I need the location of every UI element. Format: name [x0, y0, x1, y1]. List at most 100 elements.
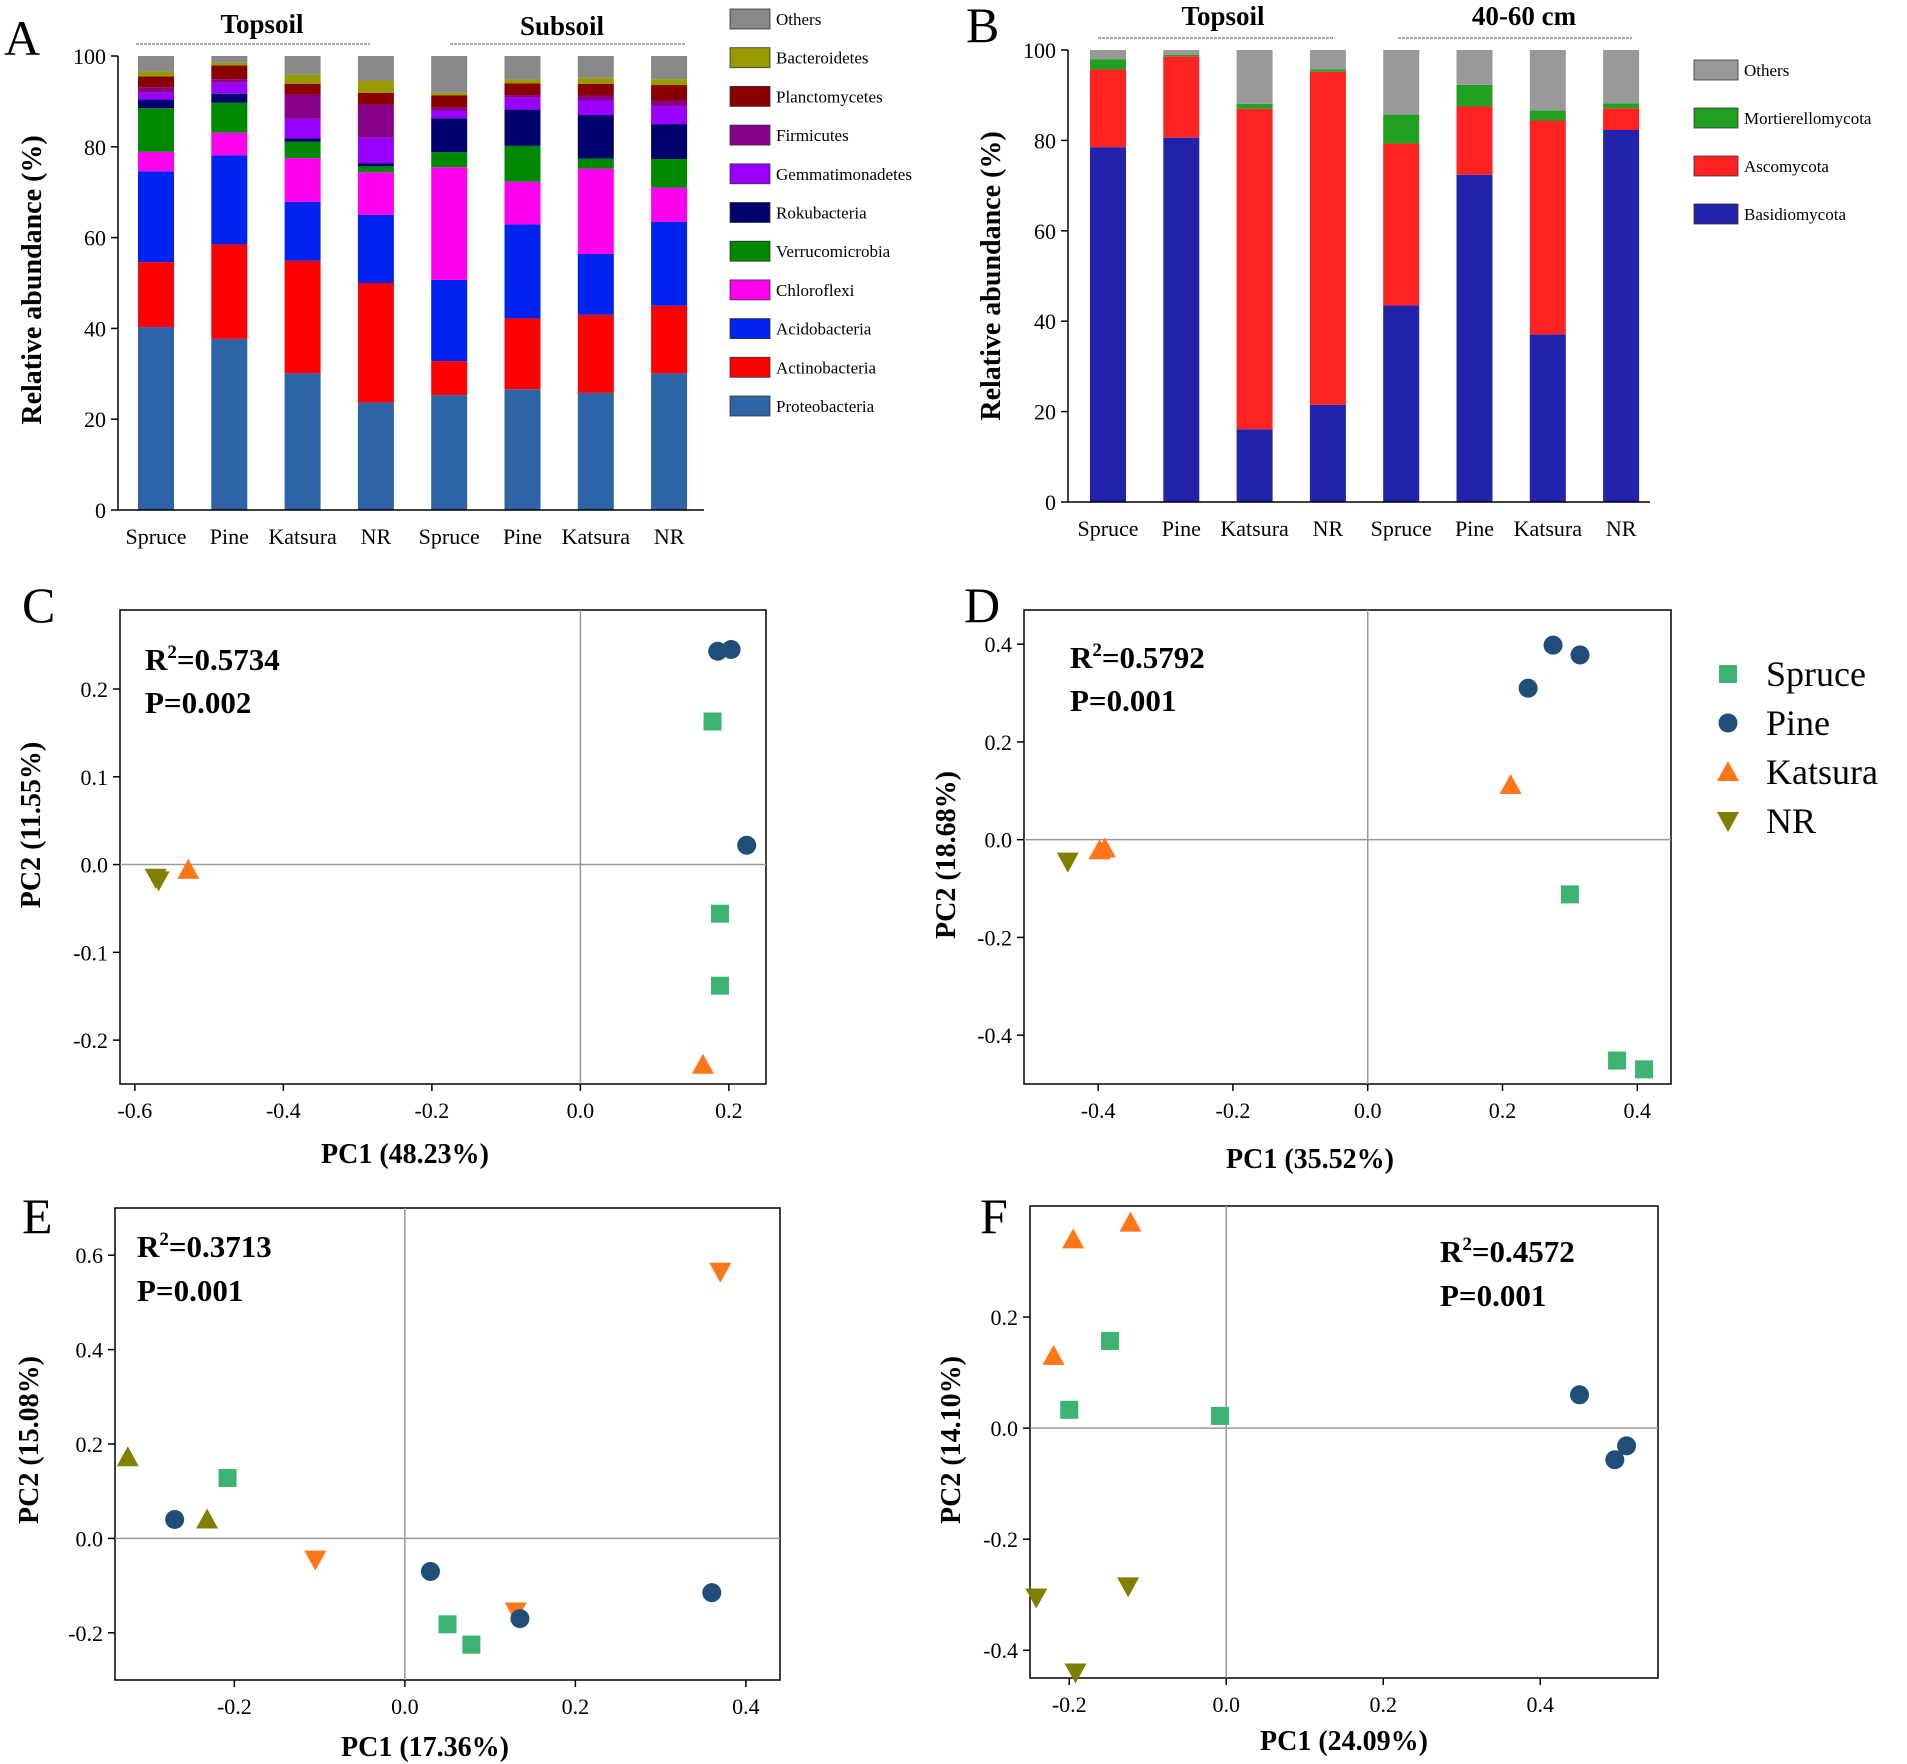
bar-firmicutes-1 [211, 79, 248, 83]
bar-chloroflexi-2 [284, 158, 321, 202]
panel-e-zero-lines [115, 1208, 780, 1680]
x-tick-label-pine-1: Pine [1162, 516, 1201, 541]
bar-mortierellomycota-1 [1163, 54, 1200, 57]
bar-rokubacteria-6 [577, 115, 614, 159]
panel-a-legend: Others Bacteroidetes Planctomycetes Firmicu… [729, 8, 912, 417]
panel-e-points [116, 1262, 732, 1654]
bar-mortierellomycota-6 [1529, 110, 1566, 121]
bar-basidiomycota-0 [1090, 147, 1126, 502]
bar-verrucomicrobia-7 [651, 159, 688, 188]
panel-d-xlabel: PC1 (35.52%) [1226, 1144, 1394, 1175]
point-nr-6 [1056, 852, 1079, 873]
bar-firmicutes-3 [357, 104, 394, 138]
point-katsura-5 [1093, 837, 1116, 858]
y-tick-label-0-4: 0.4 [76, 1338, 104, 1363]
bar-bacteroidetes-0 [138, 71, 174, 77]
legend-label-acidobacteria: Acidobacteria [776, 320, 872, 339]
legend-label-spruce: Spruce [1766, 654, 1866, 694]
bar-planctomycetes-6 [577, 83, 614, 96]
bar-bacteroidetes-4 [431, 92, 468, 96]
bar-acidobacteria-5 [504, 224, 541, 319]
point-katsura-down-4 [304, 1550, 327, 1571]
y-tick-label-20: 20 [84, 407, 106, 432]
point-nr-11 [1064, 1663, 1087, 1684]
x-tick-label-nr-7: NR [1606, 516, 1637, 541]
panel-letter-e: E [22, 1188, 53, 1244]
panel-e-p-stat: P=0.001 [137, 1273, 243, 1308]
bar-others-3 [1309, 50, 1346, 70]
bar-firmicutes-0 [138, 87, 174, 93]
bar-bacteroidetes-2 [284, 74, 321, 84]
panel-f-zero-lines [1030, 1206, 1658, 1678]
bar-actinobacteria-3 [357, 283, 394, 403]
y-tick-label-0-1: 0.1 [81, 765, 109, 790]
panel-b: B Relative abundance (%) Topsoil 40-60 c… [966, 0, 1872, 541]
bar-planctomycetes-3 [357, 92, 394, 105]
y-tick-label-0-4: 0.4 [985, 632, 1013, 657]
x-tick-label-nr-3: NR [361, 524, 392, 549]
bar-others-4 [431, 56, 468, 93]
point-spruce-5 [710, 976, 729, 995]
x-tick-label--0-6: -0.6 [117, 1098, 152, 1123]
bar-firmicutes-7 [651, 100, 688, 107]
y-tick-label-100: 100 [1023, 38, 1056, 63]
y-tick-label-0-0: 0.0 [991, 1416, 1019, 1441]
panel-c: C -0.6 -0.4 -0.2 0.0 0.2 -0.2 -0.1 0.0 0.1 0.2 R2… [16, 577, 767, 1170]
legend-label-katsura: Katsura [1766, 752, 1878, 792]
bar-rokubacteria-1 [211, 93, 248, 103]
legend-label-planctomycetes: Planctomycetes [776, 87, 883, 106]
x-tick-label-0-2: 0.2 [1370, 1692, 1398, 1717]
x-tick-label-katsura-2: Katsura [1220, 516, 1289, 541]
y-tick-label-60: 60 [84, 226, 106, 251]
legend-swatch-mortierellomycota [1693, 107, 1739, 129]
bar-chloroflexi-7 [651, 187, 688, 222]
y-tick-label--0-4: -0.4 [983, 1638, 1018, 1663]
bar-others-6 [1529, 50, 1566, 111]
x-tick-label-spruce-4: Spruce [1371, 516, 1432, 541]
x-tick-label-0-0: 0.0 [1213, 1692, 1241, 1717]
bar-acidobacteria-1 [211, 155, 248, 245]
x-tick-label-0-4: 0.4 [732, 1694, 760, 1719]
bar-proteobacteria-7 [651, 373, 688, 510]
bar-planctomycetes-7 [651, 85, 688, 101]
legend-swatch-others [1693, 59, 1739, 81]
legend-label-others: Others [1744, 61, 1789, 80]
bar-proteobacteria-1 [211, 338, 248, 510]
y-tick-label-0-0: 0.0 [985, 828, 1013, 853]
panel-c-xlabel: PC1 (48.23%) [321, 1139, 489, 1170]
y-tick-label-80: 80 [1034, 128, 1056, 153]
y-tick-label-80: 80 [84, 135, 106, 160]
y-tick-label-0-2: 0.2 [76, 1432, 104, 1457]
bar-acidobacteria-2 [284, 201, 321, 261]
bar-verrucomicrobia-4 [431, 152, 468, 168]
point-katsura-2 [1042, 1344, 1065, 1365]
panel-b-ylabel: Relative abundance (%) [976, 131, 1007, 420]
panel-d-r2-stat: R2=0.5792 [1070, 640, 1205, 675]
bar-proteobacteria-5 [504, 389, 541, 510]
y-tick-label-0-0: 0.0 [76, 1526, 104, 1551]
legend-label-basidiomycota: Basidiomycota [1744, 205, 1846, 224]
legend-swatch-proteobacteria [729, 395, 771, 417]
point-spruce-4 [710, 904, 729, 923]
bar-basidiomycota-1 [1163, 137, 1200, 503]
point-pine-9 [702, 1583, 722, 1603]
legend-label-verrucomicrobia: Verrucomicrobia [776, 242, 891, 261]
bar-acidobacteria-4 [431, 279, 468, 362]
point-nr-10 [1117, 1577, 1140, 1598]
x-tick-label--0-4: -0.4 [1081, 1098, 1116, 1123]
bar-ascomycota-6 [1529, 120, 1566, 335]
y-tick-label-0-2: 0.2 [81, 677, 109, 702]
panel-d-zero-lines [1024, 610, 1671, 1084]
bar-planctomycetes-0 [138, 76, 174, 88]
bar-basidiomycota-7 [1603, 130, 1640, 502]
bar-verrucomicrobia-1 [211, 102, 248, 133]
y-tick-label-0-6: 0.6 [76, 1243, 104, 1268]
panel-e-r2-stat: R2=0.3713 [137, 1229, 272, 1264]
bar-firmicutes-6 [577, 95, 614, 101]
bar-ascomycota-7 [1603, 108, 1640, 131]
panel-e-ylabel: PC2 (15.08%) [14, 1356, 45, 1524]
point-pine-0 [1518, 678, 1538, 698]
panel-a-group-subsoil: Subsoil [520, 11, 605, 41]
bar-others-3 [357, 56, 394, 81]
panel-f-points [1025, 1211, 1637, 1684]
